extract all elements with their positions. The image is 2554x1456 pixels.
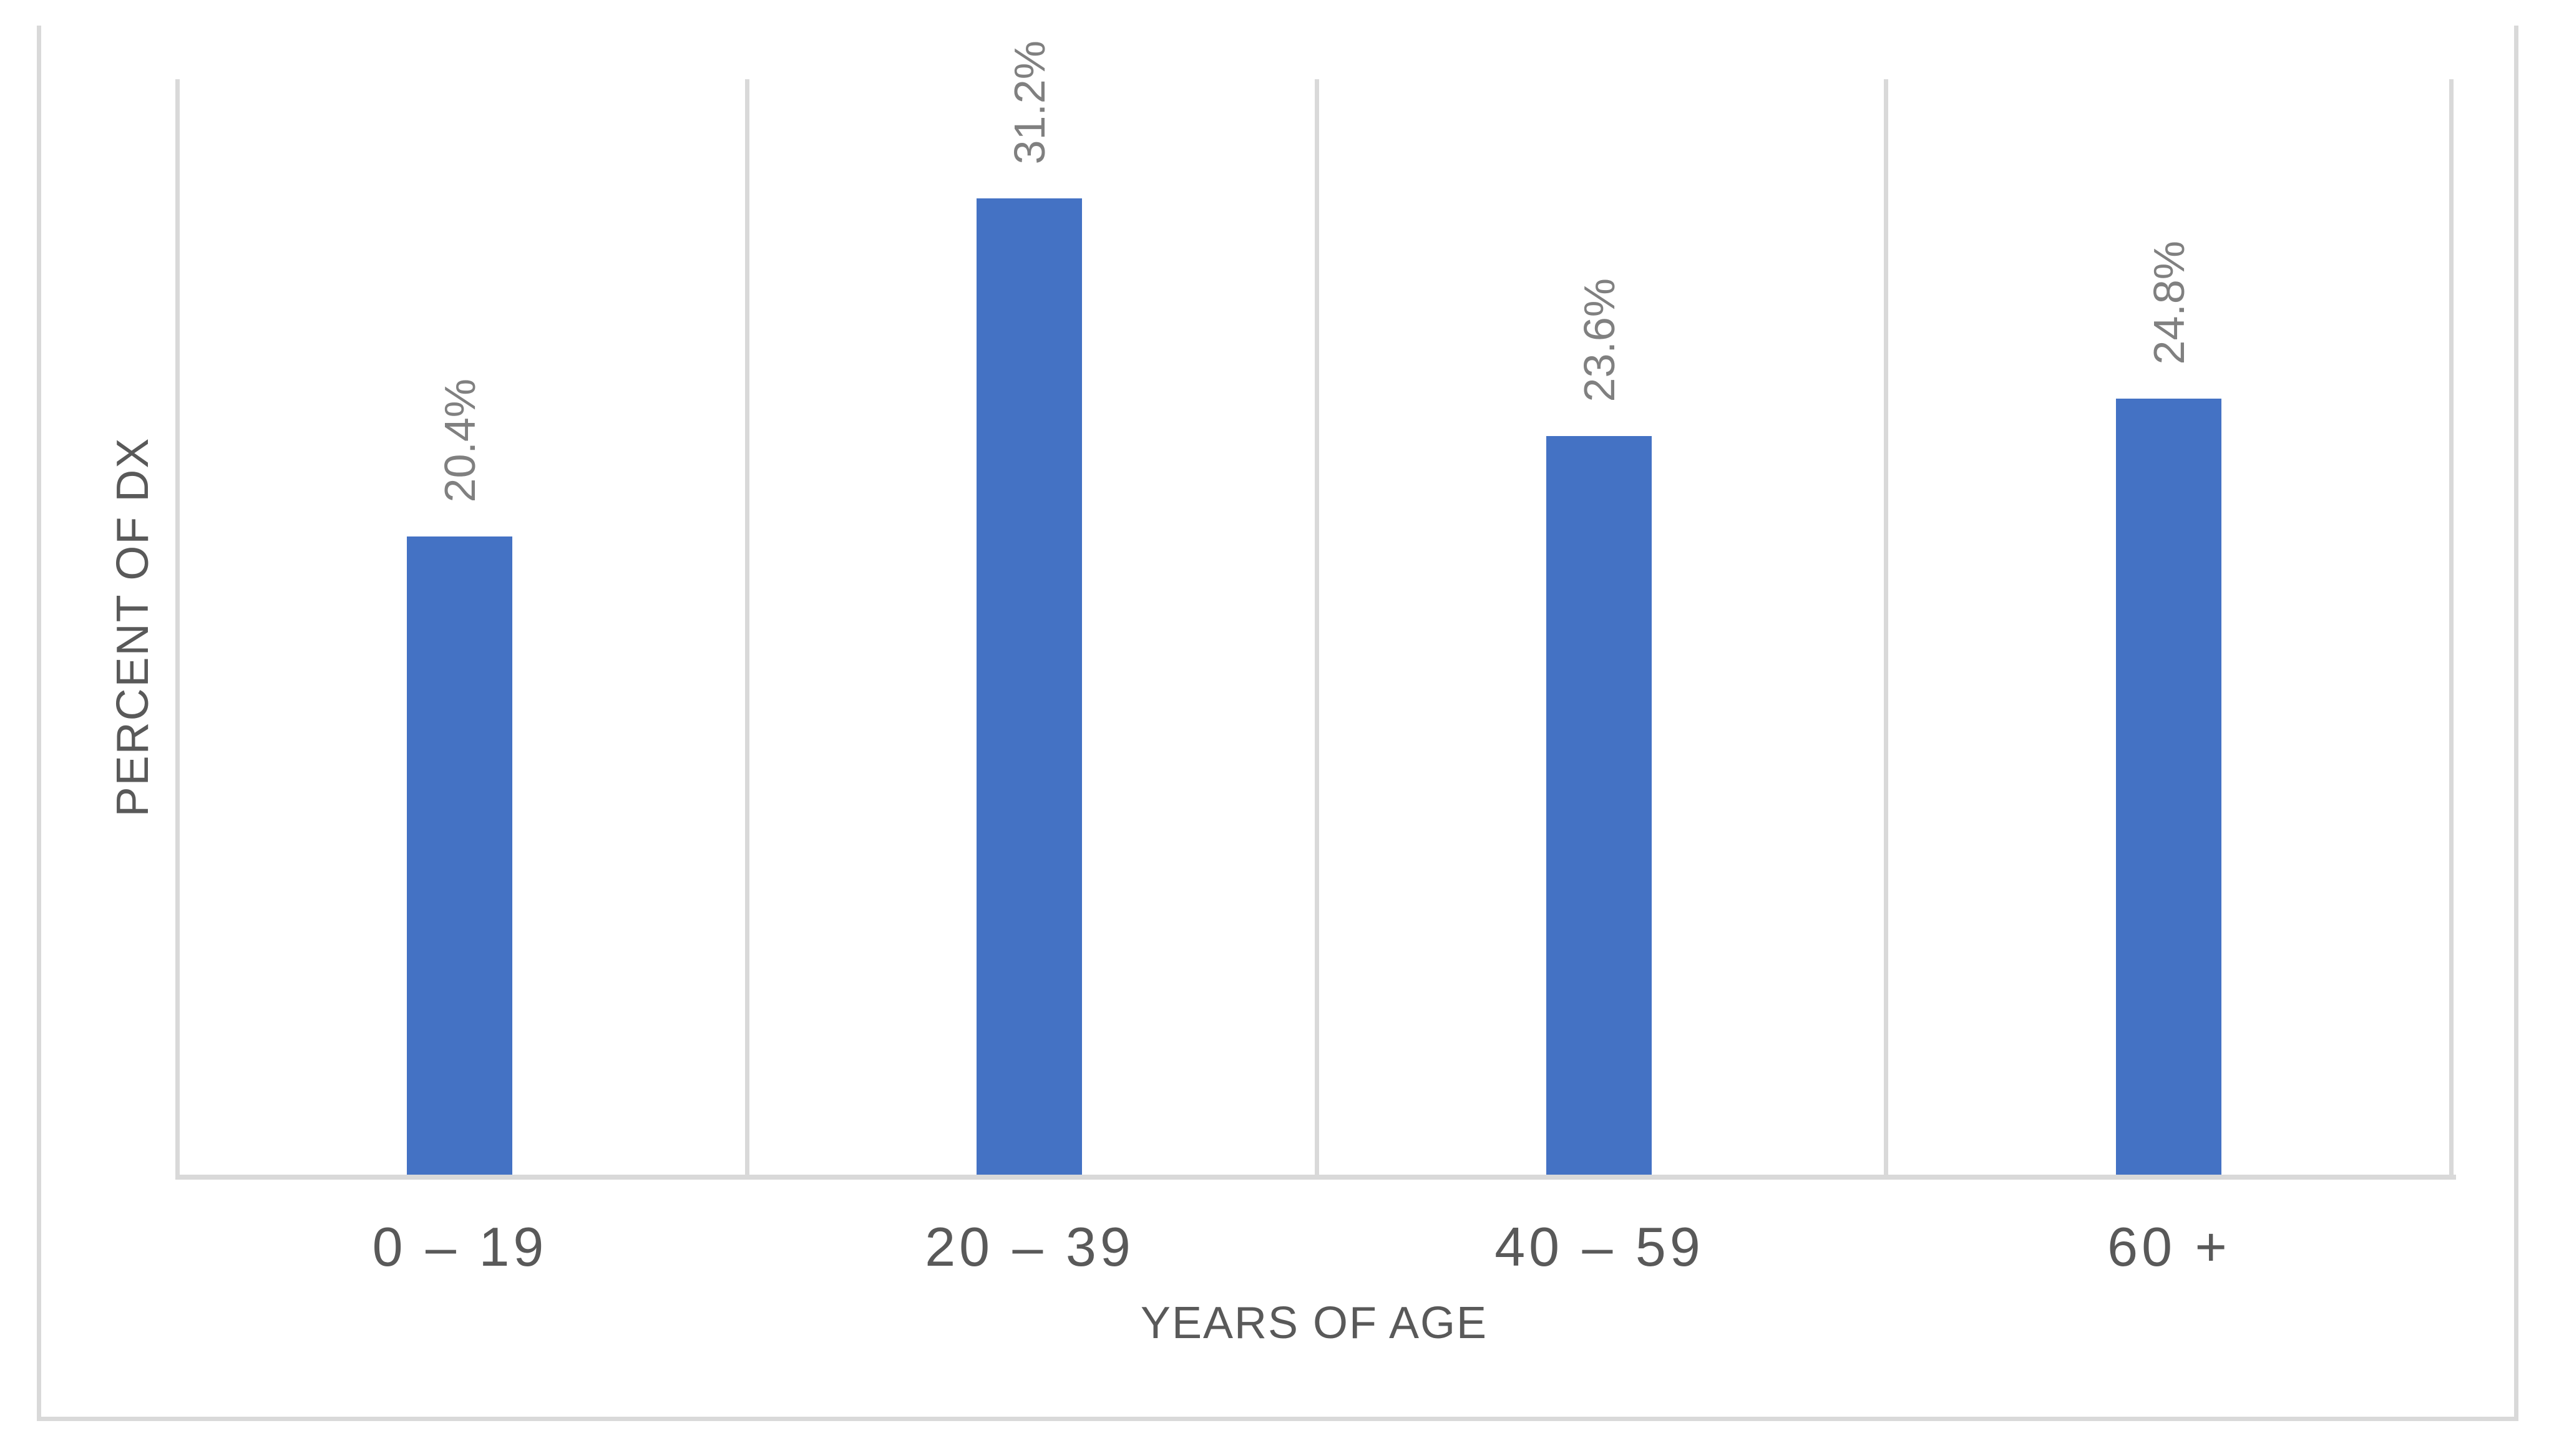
bar-category-4 [2116,399,2221,1175]
bar-value-label: 24.8% [2144,240,2193,364]
category-label: 0 – 19 [372,1216,548,1278]
bar-category-1 [407,536,512,1175]
category-label: 40 – 59 [1494,1216,1704,1278]
chart-area-border [37,26,2518,1421]
category-label: 20 – 39 [925,1216,1134,1278]
category-label: 60 + [2107,1216,2231,1278]
bar-value-label: 31.2% [1005,40,1054,164]
plot-area: 20.4% 31.2% 23.6% 24.8% [175,41,2456,1180]
gridline [745,79,749,1180]
bar-category-3 [1546,436,1652,1175]
y-axis-line [175,79,180,1180]
gridline [1315,79,1319,1180]
bar-value-label: 23.6% [1574,278,1624,402]
bar-category-2 [977,198,1082,1175]
y-axis-title: PERCENT OF DX [108,437,158,817]
gridline [1884,79,1888,1180]
gridline [2449,79,2454,1180]
x-axis-title: YEARS OF AGE [1140,1298,1488,1348]
bar-value-label: 20.4% [435,378,484,502]
